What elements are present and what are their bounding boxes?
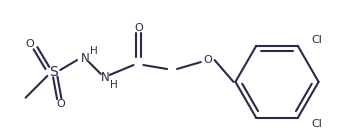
Text: N: N <box>81 52 89 65</box>
Text: N: N <box>100 71 109 84</box>
Text: O: O <box>57 99 66 109</box>
Text: H: H <box>90 46 98 56</box>
Text: Cl: Cl <box>312 119 323 129</box>
Text: O: O <box>203 55 212 65</box>
Text: Cl: Cl <box>312 35 323 45</box>
Text: O: O <box>25 39 34 49</box>
Text: H: H <box>110 80 118 90</box>
Text: S: S <box>49 65 58 79</box>
Text: O: O <box>134 23 143 33</box>
